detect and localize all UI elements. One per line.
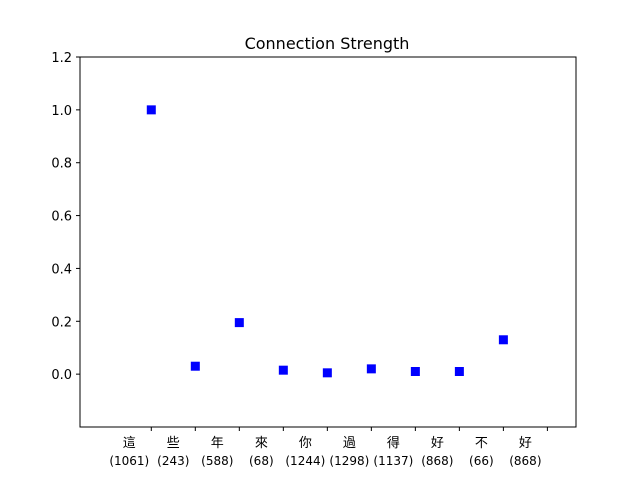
x-tick-label-char: 得 [387, 435, 400, 451]
x-tick-label-char: 不 [475, 436, 488, 451]
y-tick-label: 0.4 [51, 262, 72, 277]
x-tick-label-count: (1244) [285, 454, 325, 468]
data-point [146, 105, 156, 115]
x-tick-label-count: (1298) [329, 454, 369, 468]
x-tick-label-count: (243) [157, 454, 189, 468]
x-axis: 這 (1061) 些 (243) 年 (588) 來 (68) 你 (1244) 過 (1298) 得 (… [109, 427, 548, 468]
data-point [410, 367, 420, 376]
x-tick-label-count: (68) [249, 454, 274, 468]
x-tick-label-char: 來 [255, 436, 268, 451]
data-markers [146, 105, 508, 378]
x-tick-label-char: 好 [519, 436, 532, 451]
x-tick-label-char: 些 [167, 436, 180, 451]
data-point [190, 361, 200, 371]
y-tick-label: 1.2 [51, 51, 72, 66]
x-tick-label-count: (868) [421, 454, 453, 468]
plot-frame [79, 56, 577, 428]
data-point [498, 335, 508, 345]
x-tick-label-char: 年 [211, 436, 224, 451]
y-tick-label: 1.0 [51, 104, 72, 119]
data-point [278, 365, 288, 375]
data-point [322, 368, 332, 378]
x-tick-label-char: 你 [299, 436, 312, 451]
x-tick-label-char: 過 [343, 436, 356, 451]
y-axis: 0.0 0.2 0.4 0.6 0.8 1.0 1.2 [51, 51, 80, 383]
y-tick-label: 0.0 [51, 368, 72, 383]
x-tick-label-count: (1137) [373, 454, 413, 468]
x-tick-label-count: (1061) [109, 454, 149, 468]
x-tick-label-count: (868) [509, 454, 541, 468]
x-tick-label-count: (588) [201, 454, 233, 468]
y-tick-label: 0.2 [51, 315, 72, 330]
x-tick-label-count: (66) [469, 454, 494, 468]
chart-title: Connection Strength [245, 34, 410, 53]
x-tick-label-char: 好 [431, 436, 444, 451]
data-point [234, 318, 244, 328]
data-point [366, 364, 376, 374]
y-tick-label: 0.8 [51, 157, 72, 172]
x-tick-label-char: 這 [123, 435, 136, 451]
y-tick-label: 0.6 [51, 210, 72, 225]
data-point [454, 367, 464, 376]
